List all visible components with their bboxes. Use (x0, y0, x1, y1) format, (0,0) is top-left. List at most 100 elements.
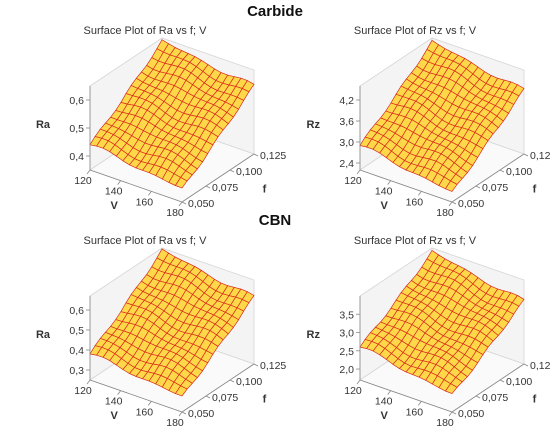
plot-2-z-tick-label: 3,0 (339, 137, 354, 149)
plot-1-f-tick (253, 153, 259, 157)
plot-2-z-tick-label: 4,2 (339, 95, 354, 107)
plot-3-f-tick-label: 0,075 (212, 392, 238, 404)
plot-4-z-axis-label: Rz (307, 329, 321, 341)
plot-3-z-tick-label: 0,5 (69, 325, 84, 337)
plot-3-v-tick-label: 160 (136, 406, 154, 418)
plot-3-f-tick (253, 363, 259, 367)
plot-1-v-axis-label: V (111, 200, 119, 212)
plot-1-z-tick-label: 0,6 (69, 95, 84, 107)
plot-4-f-tick (499, 379, 505, 383)
plot-2-surface-cell (444, 180, 458, 192)
plot-1-v-tick (86, 169, 91, 175)
plot-2-f-tick-label: 0,125 (530, 150, 550, 162)
plot-1-f-tick (181, 201, 187, 205)
plot-2-title: Surface Plot of Rz vs f; V (354, 25, 477, 37)
plot-4-f-tick (523, 363, 529, 367)
plot-1-v-tick (178, 201, 183, 207)
plot-2-f-tick-label: 0,075 (482, 182, 508, 194)
plot-2-v-tick (448, 201, 453, 207)
plot-2-v-axis-line (359, 169, 453, 203)
plot-1-v-tick-label: 140 (105, 186, 123, 198)
plot-2-v-tick (387, 180, 391, 185)
plot-2-v-tick-label: 140 (375, 186, 393, 198)
plot-4-f-axis-line (451, 363, 525, 413)
plot-4-v-tick-label: 140 (375, 396, 393, 408)
plot-1-z-axis-label: Ra (36, 119, 51, 131)
plot-2-v-tick (418, 191, 422, 196)
plot-3-z-tick-label: 0,6 (69, 305, 84, 317)
plot-2-f-axis-line (451, 153, 525, 203)
plot-3-f-tick-label: 0,100 (236, 376, 262, 388)
plot-3-v-tick (178, 411, 183, 417)
plot-4-v-tick (356, 379, 361, 385)
plot-1-surface-cell (174, 177, 188, 189)
plot-1-f-tick-label: 0,125 (260, 150, 286, 162)
plot-3-f-tick (181, 411, 187, 415)
plot-4-f-tick-label: 0,050 (458, 408, 484, 420)
plot-4-v-axis-line (359, 379, 453, 413)
plot-1-f-tick-label: 0,050 (188, 198, 214, 210)
plot-3-v-tick-label: 140 (105, 396, 123, 408)
plot-2-v-tick (356, 169, 361, 175)
plot-3-f-axis-line (181, 363, 255, 413)
plot-4-v-tick-label: 180 (436, 417, 454, 428)
plot-2-z-tick-label: 3,6 (339, 116, 354, 128)
plot-4-f-tick-label: 0,125 (530, 360, 550, 372)
group-title-carbide: Carbide (247, 3, 303, 20)
plot-3-f-tick-label: 0,050 (188, 408, 214, 420)
plot-2-f-tick (523, 153, 529, 157)
plot-3-v-tick (117, 390, 121, 395)
plot-2-f-axis-label: f (533, 183, 537, 195)
plot-1-v-axis-line (89, 169, 183, 203)
plot-4-f-tick-label: 0,100 (506, 376, 532, 388)
plot-4-f-tick-label: 0,075 (482, 392, 508, 404)
plot-1-f-tick (205, 185, 211, 189)
surface-plot-4: Surface Plot of Rz vs f; V 120 140 160 180 0,… (307, 235, 550, 428)
plot-3-surface-cell (174, 385, 188, 397)
plot-4-z-tick-label: 3,0 (339, 328, 354, 340)
group-title-cbn: CBN (258, 212, 292, 229)
plot-4-z-tick-label: 2,5 (339, 346, 354, 358)
plot-3-f-tick (229, 379, 235, 383)
plot-2-v-tick-label: 180 (436, 207, 454, 219)
plot-4-v-axis-label: V (381, 410, 389, 422)
plot-1-v-tick-label: 160 (136, 196, 154, 208)
plot-2-v-axis-label: V (381, 200, 389, 212)
plot-4-z-tick-label: 2,0 (339, 364, 354, 376)
plot-2-f-tick-label: 0,050 (458, 198, 484, 210)
plot-1-v-tick-label: 180 (166, 207, 184, 219)
plot-2-f-tick (451, 201, 457, 205)
surface-plot-3: Surface Plot of Ra vs f; V 120 140 160 180 0,… (36, 235, 286, 428)
plot-1-z-tick-label: 0,5 (69, 123, 84, 135)
plot-2-z-tick-label: 2,4 (339, 158, 354, 170)
plot-3-f-tick-label: 0,125 (260, 360, 286, 372)
plot-1-z-tick-label: 0,4 (69, 151, 84, 163)
plot-3-v-axis-label: V (111, 410, 119, 422)
plot-4-f-tick (475, 395, 481, 399)
plot-3-f-axis-label: f (263, 393, 267, 405)
plot-3-v-tick (148, 401, 152, 406)
plot-3-v-tick (86, 379, 91, 385)
plot-3-z-tick-label: 0,3 (69, 365, 84, 377)
plot-1-f-axis-line (181, 153, 255, 203)
plot-1-f-tick-label: 0,100 (236, 166, 262, 178)
plot-1-v-tick (148, 191, 152, 196)
surface-plot-1: Surface Plot of Ra vs f; V 120 140 160 180 0,… (36, 25, 286, 219)
plot-1-f-tick-label: 0,075 (212, 182, 238, 194)
plot-4-v-tick (387, 390, 391, 395)
plot-1-title: Surface Plot of Ra vs f; V (84, 25, 208, 37)
plot-1-f-tick (229, 169, 235, 173)
plot-2-v-tick-label: 160 (406, 196, 424, 208)
surface-plot-2: Surface Plot of Rz vs f; V 120 140 160 180 0,… (307, 25, 550, 219)
plot-3-v-tick-label: 180 (166, 417, 184, 428)
plot-1-v-tick-label: 120 (74, 175, 92, 187)
plot-3-v-tick-label: 120 (74, 385, 92, 397)
plot-2-v-tick-label: 120 (344, 175, 362, 187)
plot-1-f-axis-label: f (263, 183, 267, 195)
plot-4-v-tick (418, 401, 422, 406)
plot-4-v-tick (448, 411, 453, 417)
plot-3-f-tick (205, 395, 211, 399)
plot-4-v-tick-label: 160 (406, 406, 424, 418)
plot-4-surface-cell (444, 383, 458, 395)
